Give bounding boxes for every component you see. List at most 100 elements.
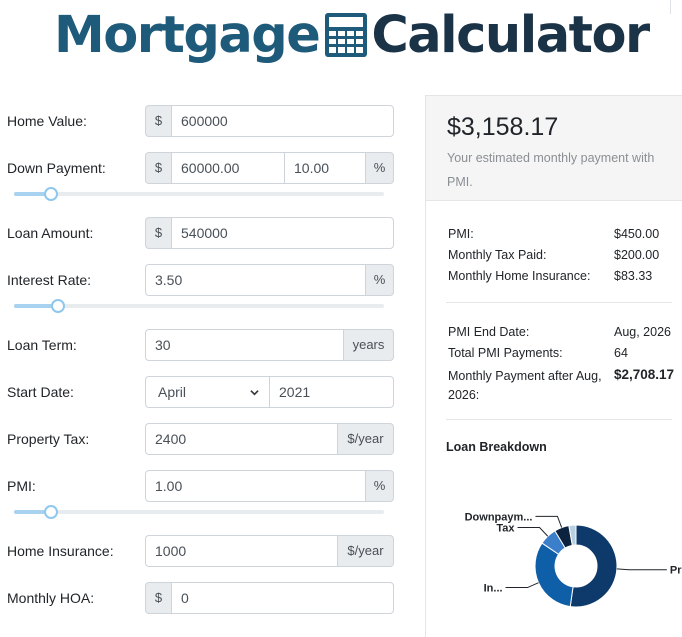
- donut-label-leader: [505, 582, 539, 589]
- pmi-end-date-value: Aug, 2026: [614, 325, 671, 339]
- dollar-prefix: $: [145, 217, 171, 249]
- logo-word-calculator: Calculator: [371, 5, 650, 65]
- home-insurance-input[interactable]: 1000: [145, 535, 338, 567]
- dollar-prefix: $: [145, 105, 171, 137]
- slider-track: [14, 192, 384, 196]
- start-month-select[interactable]: April: [145, 376, 270, 408]
- home-value-label: Home Value:: [7, 113, 87, 129]
- loan-amount-label: Loan Amount:: [7, 225, 94, 241]
- years-suffix: years: [344, 329, 394, 361]
- loan-breakdown-title: Loan Breakdown: [446, 440, 547, 454]
- start-month-value: April: [158, 384, 187, 400]
- loan-amount-group: $ 540000: [145, 217, 394, 249]
- calculator-icon: [325, 13, 368, 57]
- interest-rate-slider[interactable]: [14, 298, 384, 314]
- donut-slice-label: In...: [484, 583, 503, 595]
- tax-detail-label: Monthly Tax Paid:: [448, 248, 547, 262]
- home-value-row: Home Value: $ 600000: [0, 105, 400, 137]
- pmi-end-date-label: PMI End Date:: [448, 325, 530, 339]
- tax-detail-value: $200.00: [614, 248, 660, 262]
- interest-rate-input[interactable]: 3.50: [145, 264, 366, 296]
- dollar-prefix: $: [145, 152, 171, 184]
- start-date-group: April 2021: [145, 376, 394, 408]
- slider-fill: [14, 192, 51, 196]
- site-logo[interactable]: Mortgage Calculator: [54, 4, 650, 66]
- donut-label-leader: [616, 568, 667, 571]
- total-pmi-payments-label: Total PMI Payments:: [448, 346, 563, 360]
- pmi-slider[interactable]: [14, 504, 384, 520]
- total-pmi-payments-value: 64: [614, 346, 628, 360]
- donut-slice-label: Tax: [496, 523, 515, 535]
- donut-label-leader: [535, 515, 563, 528]
- interest-rate-group: 3.50 %: [145, 264, 394, 296]
- slider-track: [14, 510, 384, 514]
- start-year-input[interactable]: 2021: [270, 376, 394, 408]
- chevron-down-icon: [250, 390, 259, 396]
- down-payment-group: $ 60000.00 10.00 %: [145, 152, 394, 184]
- property-tax-input[interactable]: 2400: [145, 423, 338, 455]
- property-tax-row: Property Tax: 2400 $/year: [0, 423, 400, 455]
- insurance-detail-value: $83.33: [614, 269, 653, 283]
- pmi-detail-value: $450.00: [614, 227, 660, 241]
- home-value-input[interactable]: 600000: [171, 105, 394, 137]
- down-payment-row: Down Payment: $ 60000.00 10.00 %: [0, 152, 400, 184]
- monthly-payment-value: $3,158.17: [447, 113, 559, 141]
- monthly-hoa-row: Monthly HOA: $ 0: [0, 582, 400, 614]
- home-insurance-row: Home Insurance: 1000 $/year: [0, 535, 400, 567]
- per-year-suffix: $/year: [338, 535, 394, 567]
- summary-divider: [446, 302, 672, 303]
- slider-fill: [14, 304, 59, 308]
- pmi-label: PMI:: [7, 478, 36, 494]
- loan-breakdown-chart[interactable]: Pri... In... TaxDownpaym...: [426, 491, 682, 637]
- insurance-detail-label: Monthly Home Insurance:: [448, 269, 591, 283]
- down-payment-slider[interactable]: [14, 186, 384, 202]
- pmi-input[interactable]: 1.00: [145, 470, 366, 502]
- donut-slice[interactable]: [568, 524, 577, 546]
- pmi-row: PMI: 1.00 %: [0, 470, 400, 502]
- slider-thumb[interactable]: [51, 299, 66, 313]
- interest-rate-row: Interest Rate: 3.50 %: [0, 264, 400, 296]
- summary-divider: [446, 419, 672, 420]
- home-insurance-group: 1000 $/year: [145, 535, 394, 567]
- interest-rate-label: Interest Rate:: [7, 272, 92, 288]
- property-tax-group: 2400 $/year: [145, 423, 394, 455]
- loan-amount-input[interactable]: 540000: [171, 217, 394, 249]
- loan-term-label: Loan Term:: [7, 337, 77, 353]
- donut-label-leader: [517, 527, 549, 537]
- payment-after-pmi-label: Monthly Payment after Aug, 2026:: [448, 369, 602, 402]
- dollar-prefix: $: [145, 582, 171, 614]
- pmi-detail-label: PMI:: [448, 227, 474, 241]
- property-tax-label: Property Tax:: [7, 431, 90, 447]
- per-year-suffix: $/year: [338, 423, 394, 455]
- donut-slice-label: Downpaym...: [465, 511, 533, 523]
- percent-suffix: %: [366, 470, 394, 502]
- home-insurance-label: Home Insurance:: [7, 543, 114, 559]
- logo-word-mortgage: Mortgage: [54, 5, 321, 65]
- down-payment-label: Down Payment:: [7, 160, 106, 176]
- donut-slice[interactable]: [534, 542, 574, 608]
- monthly-payment-caption: Your estimated monthly payment with PMI.: [447, 151, 655, 189]
- monthly-hoa-input[interactable]: 0: [171, 582, 394, 614]
- top-divider: [670, 0, 671, 14]
- summary-card: $3,158.17 Your estimated monthly payment…: [425, 95, 682, 637]
- down-payment-amount-input[interactable]: 60000.00: [171, 152, 285, 184]
- donut-slice-label: Pri...: [670, 565, 682, 577]
- slider-track: [14, 304, 384, 308]
- monthly-hoa-label: Monthly HOA:: [7, 590, 95, 606]
- loan-amount-row: Loan Amount: $ 540000: [0, 217, 400, 249]
- pmi-group: 1.00 %: [145, 470, 394, 502]
- down-payment-percent-input[interactable]: 10.00: [285, 152, 366, 184]
- summary-header: $3,158.17 Your estimated monthly payment…: [426, 96, 682, 201]
- start-date-row: Start Date: April 2021: [0, 376, 400, 408]
- home-value-group: $ 600000: [145, 105, 394, 137]
- donut-slice[interactable]: [569, 524, 618, 608]
- percent-suffix: %: [366, 152, 394, 184]
- loan-term-row: Loan Term: 30 years: [0, 329, 400, 361]
- slider-thumb[interactable]: [44, 187, 58, 201]
- start-date-label: Start Date:: [7, 384, 74, 400]
- slider-fill: [14, 510, 51, 514]
- slider-thumb[interactable]: [44, 505, 58, 519]
- percent-suffix: %: [366, 264, 394, 296]
- loan-term-input[interactable]: 30: [145, 329, 344, 361]
- monthly-hoa-group: $ 0: [145, 582, 394, 614]
